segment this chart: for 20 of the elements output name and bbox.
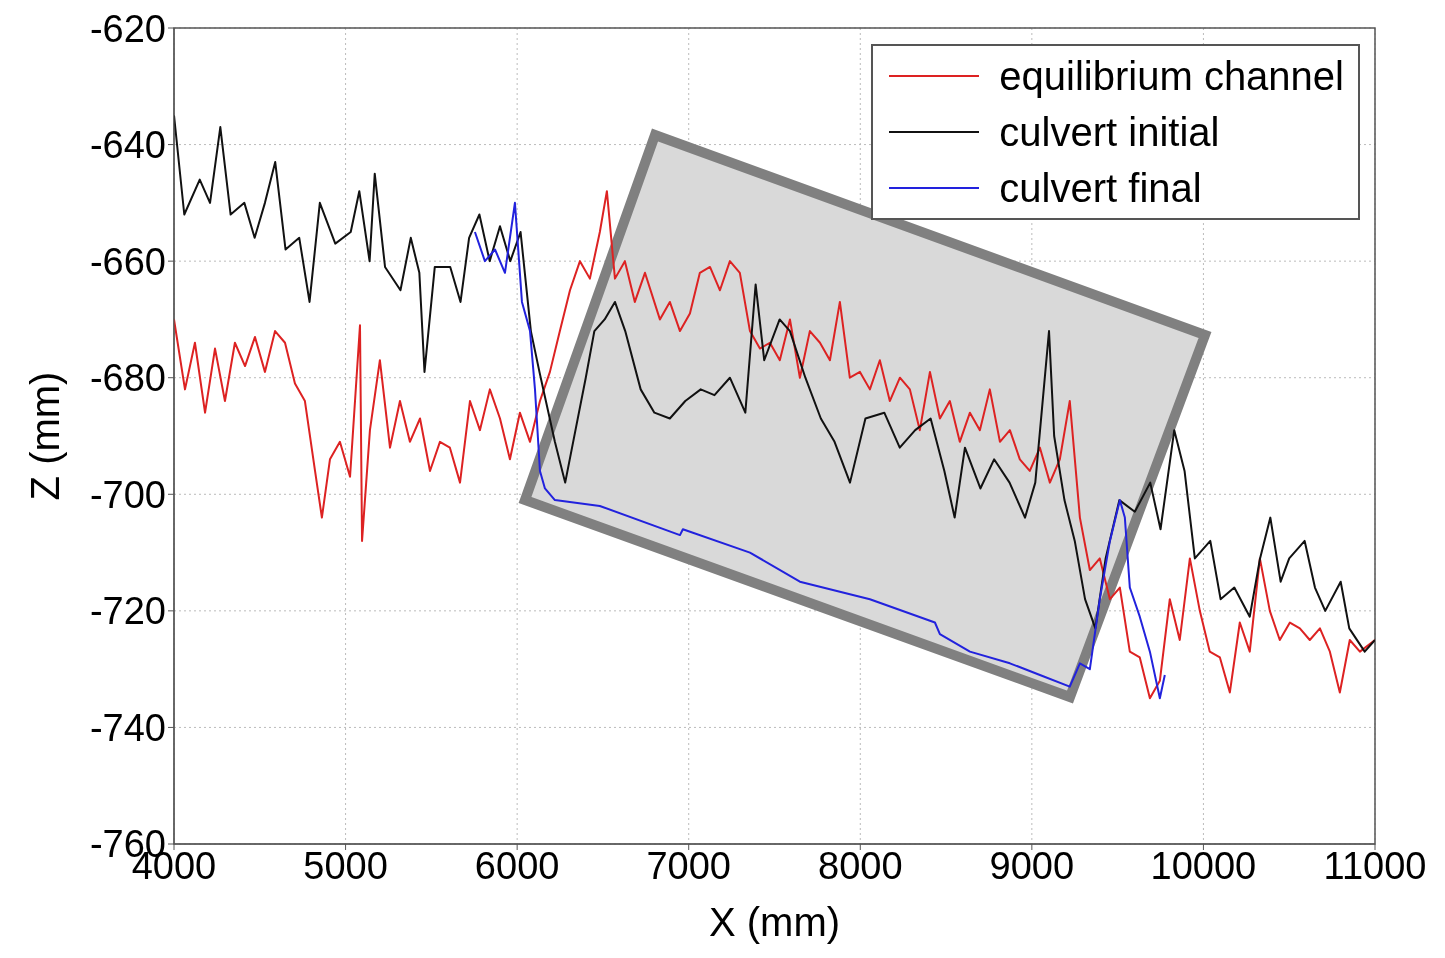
x-tick-label: 6000	[474, 844, 560, 887]
legend-label: equilibrium channel	[999, 53, 1344, 100]
y-tick-label: -680	[89, 357, 166, 400]
y-tick-label: -660	[89, 240, 166, 283]
y-tick-label: -640	[89, 124, 166, 167]
y-tick-label: -620	[89, 7, 166, 50]
x-tick-label: 7000	[646, 844, 731, 887]
y-tick-label: -700	[89, 473, 166, 516]
x-axis-title: X (mm)	[708, 900, 841, 944]
x-tick-label: 8000	[818, 844, 903, 887]
y-tick-label: -720	[89, 590, 166, 633]
x-tick-label: 9000	[989, 844, 1075, 887]
x-tick-label: 5000	[303, 844, 388, 887]
y-tick-label: -740	[89, 706, 166, 749]
legend-label: culvert final	[999, 165, 1202, 212]
line-series	[473, 201, 1166, 700]
x-tick-label: 10000	[1150, 844, 1257, 887]
legend-label: culvert initial	[999, 109, 1220, 156]
y-axis-title: Z (mm)	[22, 371, 67, 501]
x-tick-label: 11000	[1323, 844, 1427, 887]
